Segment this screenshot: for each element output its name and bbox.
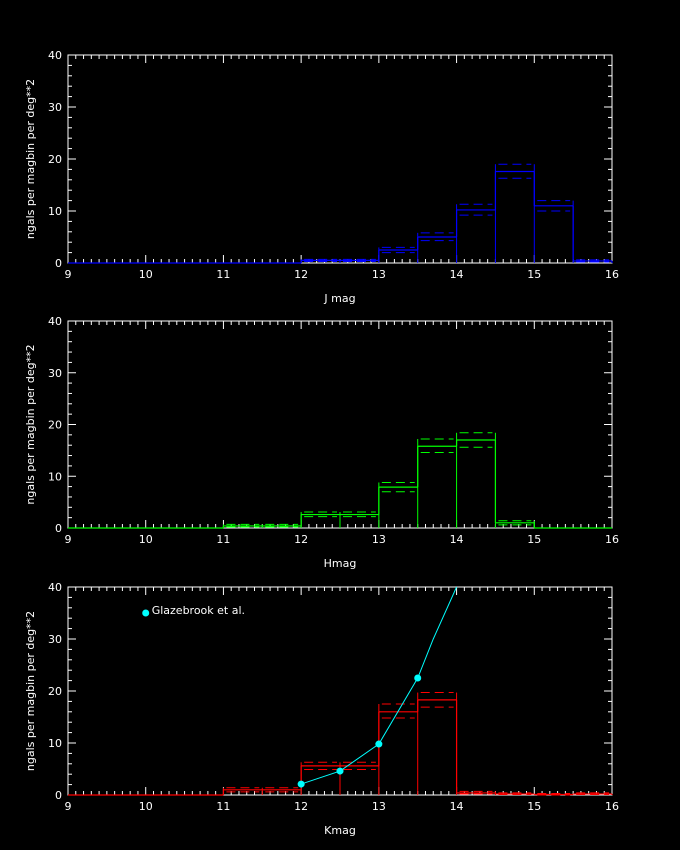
j-y-tick-label: 20 [48, 153, 62, 166]
j-x-tick-label: 15 [527, 268, 541, 281]
h-x-tick-label: 11 [216, 533, 230, 546]
j-x-tick-label: 10 [139, 268, 153, 281]
glazebrook-point [297, 780, 305, 788]
h-y-axis-label: ngals per magbin per deg**2 [24, 344, 37, 504]
h-x-tick-label: 16 [605, 533, 619, 546]
k-x-tick-label: 12 [294, 800, 308, 813]
k-x-tick-label: 10 [139, 800, 153, 813]
h-y-tick-label: 10 [48, 470, 62, 483]
h-y-tick-label: 40 [48, 315, 62, 328]
h-y-tick-label: 20 [48, 419, 62, 432]
j-x-tick-label: 13 [372, 268, 386, 281]
h-x-axis-label: Hmag [324, 557, 357, 570]
h-y-tick-label: 0 [55, 522, 62, 535]
h-x-tick-label: 15 [527, 533, 541, 546]
k-mag-panel: 9 10 11 12 13 14 15 16 0 10 20 30 40 Kmag ngals per ma… [24, 581, 619, 837]
j-x-tick-label: 9 [65, 268, 72, 281]
k-y-tick-label: 0 [55, 789, 62, 802]
k-x-tick-label: 9 [65, 800, 72, 813]
j-mag-panel: 9 10 11 12 13 14 15 16 0 10 20 30 40 J mag ngals per m… [24, 49, 619, 305]
j-x-tick-label: 11 [216, 268, 230, 281]
j-x-tick-label: 12 [294, 268, 308, 281]
h-plot-frame [67, 320, 613, 529]
k-x-tick-label: 14 [450, 800, 464, 813]
j-y-tick-label: 0 [55, 257, 62, 270]
glazebrook-series-line [300, 587, 458, 785]
j-x-tick-label: 16 [605, 268, 619, 281]
legend-marker [142, 609, 150, 617]
k-y-tick-label: 20 [48, 685, 62, 698]
h-x-tick-label: 12 [294, 533, 308, 546]
h-mag-panel: 9 10 11 12 13 14 15 16 0 10 20 30 40 Hmag ngals per ma… [24, 315, 619, 570]
k-x-tick-label: 15 [527, 800, 541, 813]
h-x-tick-label: 10 [139, 533, 153, 546]
h-y-tick-label: 30 [48, 367, 62, 380]
h-x-tick-label: 14 [450, 533, 464, 546]
k-y-tick-label: 10 [48, 737, 62, 750]
h-x-tick-label: 13 [372, 533, 386, 546]
j-x-axis-label: J mag [323, 292, 355, 305]
k-y-tick-label: 40 [48, 581, 62, 594]
k-x-tick-label: 13 [372, 800, 386, 813]
h-x-tick-label: 9 [65, 533, 72, 546]
j-y-axis-label: ngals per magbin per deg**2 [24, 79, 37, 239]
j-x-tick-label: 14 [450, 268, 464, 281]
k-y-tick-label: 30 [48, 633, 62, 646]
k-x-axis-label: Kmag [324, 824, 356, 837]
glazebrook-point [414, 674, 422, 682]
glazebrook-point [375, 740, 383, 748]
j-y-tick-label: 30 [48, 101, 62, 114]
legend-label: Glazebrook et al. [152, 604, 245, 617]
glazebrook-point [336, 767, 344, 775]
k-y-axis-label: ngals per magbin per deg**2 [24, 611, 37, 771]
j-y-tick-label: 40 [48, 49, 62, 62]
j-plot-frame [67, 54, 613, 264]
j-y-tick-label: 10 [48, 205, 62, 218]
k-x-tick-label: 16 [605, 800, 619, 813]
k-x-tick-label: 11 [216, 800, 230, 813]
